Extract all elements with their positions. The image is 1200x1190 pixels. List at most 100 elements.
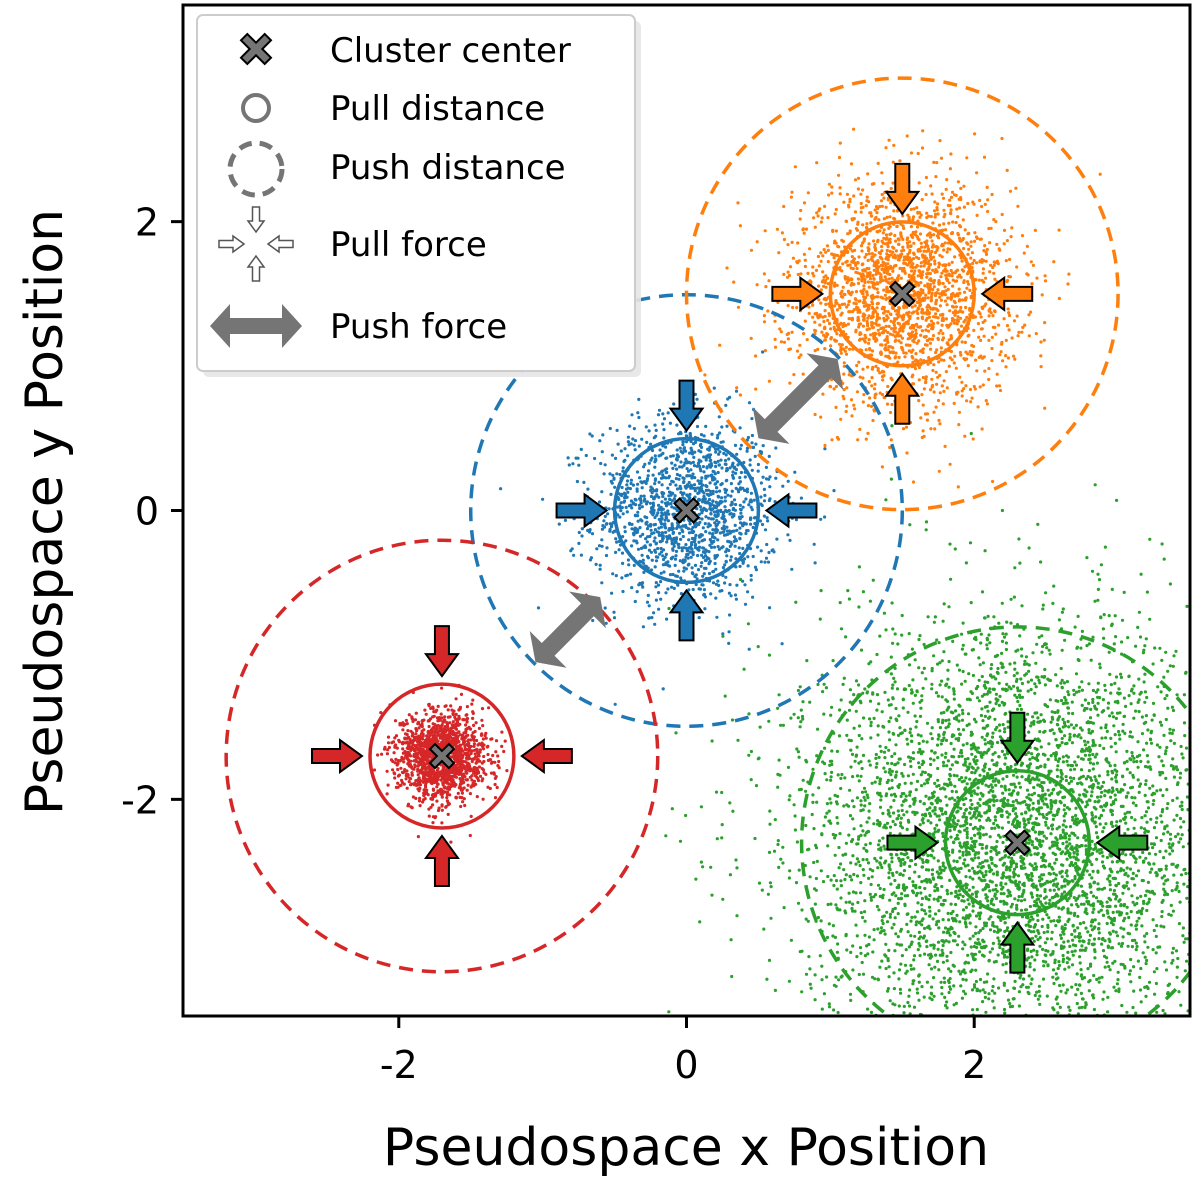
series-0-point — [675, 526, 679, 531]
series-1-point — [922, 434, 926, 438]
series-1-point — [997, 323, 1001, 327]
series-1-point — [983, 202, 987, 206]
series-2-point — [862, 786, 867, 790]
series-1-point — [855, 363, 859, 368]
series-0-point — [696, 568, 701, 572]
series-2-point — [1052, 584, 1056, 588]
series-2-point — [893, 916, 897, 920]
series-1-point — [893, 233, 897, 238]
series-2-point — [1121, 891, 1125, 895]
series-1-point — [902, 226, 906, 230]
series-1-point — [840, 343, 844, 347]
series-0-point — [654, 555, 659, 559]
series-1-point — [896, 258, 900, 262]
series-0-point — [680, 528, 684, 532]
series-1-point — [910, 305, 914, 309]
series-1-point — [936, 321, 940, 325]
series-2-point — [934, 1054, 937, 1057]
series-0-point — [625, 573, 630, 577]
series-0-point — [622, 459, 626, 463]
series-1-point — [902, 261, 906, 265]
series-0-point — [702, 566, 707, 570]
series-1-point — [885, 296, 889, 300]
series-1-point — [923, 296, 927, 300]
series-2-point — [915, 689, 919, 693]
series-0-point — [737, 546, 741, 550]
series-1-point — [773, 319, 777, 323]
series-1-point — [912, 207, 916, 211]
series-2-point — [873, 780, 877, 784]
series-1-point — [880, 267, 885, 271]
series-1-point — [932, 233, 936, 237]
series-2-point — [1017, 1030, 1020, 1033]
series-2-point — [960, 647, 965, 651]
series-0-point — [765, 542, 769, 547]
series-0-point — [572, 553, 576, 557]
series-1-point — [889, 345, 893, 349]
series-1-point — [919, 358, 923, 362]
series-1-point — [906, 263, 910, 267]
series-2-point — [1169, 903, 1173, 908]
series-0-point — [759, 481, 764, 485]
series-1-point — [949, 292, 954, 297]
series-0-point — [717, 463, 722, 467]
series-2-point — [1078, 793, 1082, 797]
series-2-point — [936, 694, 941, 698]
series-0-point — [724, 453, 728, 457]
series-0-point — [661, 494, 665, 499]
series-1-point — [885, 338, 889, 342]
series-1-point — [869, 353, 873, 357]
series-1-point — [911, 217, 915, 222]
series-2-point — [1055, 774, 1060, 779]
series-0-point — [731, 470, 735, 474]
series-1-point — [904, 256, 909, 260]
series-1-point — [959, 316, 963, 320]
series-1-point — [884, 242, 888, 246]
series-0-point — [724, 479, 728, 483]
series-0-point — [747, 401, 752, 405]
series-2-point — [1103, 794, 1107, 798]
series-1-point — [896, 276, 900, 280]
series-1-point — [877, 332, 881, 336]
series-1-point — [880, 465, 885, 469]
series-1-point — [944, 228, 948, 232]
series-2-point — [1138, 975, 1142, 980]
series-1-point — [924, 175, 929, 180]
series-0-point — [660, 531, 664, 535]
series-2-point — [1011, 800, 1015, 804]
series-2-point — [900, 954, 905, 958]
series-1-point — [931, 315, 936, 319]
series-1-point — [1020, 330, 1024, 334]
series-1-point — [927, 323, 931, 327]
series-0-point — [780, 642, 784, 646]
series-1-point — [996, 262, 1000, 266]
series-0-point — [743, 583, 747, 587]
series-2-point — [1049, 919, 1053, 923]
series-0-point — [753, 565, 758, 569]
series-1-point — [893, 253, 897, 257]
series-1-point — [908, 326, 913, 330]
series-1-point — [926, 329, 931, 333]
series-0-point — [732, 535, 737, 539]
series-2-point — [1049, 1064, 1052, 1067]
series-0-point — [727, 630, 731, 634]
series-1-point — [929, 256, 933, 260]
series-1-point — [960, 340, 964, 344]
series-0-point — [663, 555, 667, 559]
series-2-point — [829, 713, 833, 717]
series-0-point — [685, 460, 689, 464]
series-0-point — [577, 530, 581, 535]
series-1-point — [921, 347, 926, 351]
series-0-point — [714, 523, 718, 528]
series-2-point — [901, 706, 905, 710]
series-2-point — [995, 1118, 998, 1121]
series-0-point — [703, 497, 707, 501]
series-0-point — [654, 585, 658, 589]
series-2-point — [948, 542, 952, 546]
series-1-point — [981, 271, 985, 275]
series-1-point — [891, 305, 896, 309]
series-0-point — [748, 458, 752, 462]
series-0-point — [716, 514, 720, 518]
series-1-point — [888, 232, 892, 237]
series-0-point — [626, 435, 631, 439]
